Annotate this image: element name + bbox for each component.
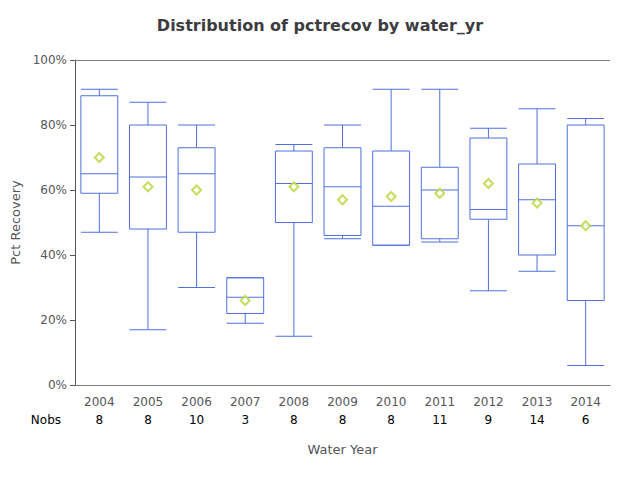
svg-text:2009: 2009 xyxy=(327,395,358,409)
svg-text:9: 9 xyxy=(485,413,493,427)
svg-text:6: 6 xyxy=(582,413,590,427)
svg-text:Pct Recovery: Pct Recovery xyxy=(8,180,23,265)
svg-text:8: 8 xyxy=(95,413,103,427)
svg-text:Nobs: Nobs xyxy=(31,413,61,427)
svg-text:2011: 2011 xyxy=(424,395,455,409)
svg-text:Water Year: Water Year xyxy=(307,442,378,457)
svg-text:10: 10 xyxy=(189,413,204,427)
svg-text:40%: 40% xyxy=(40,248,67,262)
svg-text:20%: 20% xyxy=(40,313,67,327)
svg-text:2008: 2008 xyxy=(279,395,310,409)
svg-text:2010: 2010 xyxy=(376,395,407,409)
svg-text:2005: 2005 xyxy=(133,395,164,409)
svg-text:2012: 2012 xyxy=(473,395,504,409)
svg-text:3: 3 xyxy=(241,413,249,427)
svg-text:2007: 2007 xyxy=(230,395,261,409)
svg-text:0%: 0% xyxy=(48,378,67,392)
svg-text:14: 14 xyxy=(529,413,544,427)
svg-text:100%: 100% xyxy=(33,53,67,67)
svg-text:8: 8 xyxy=(387,413,395,427)
svg-text:60%: 60% xyxy=(40,183,67,197)
svg-text:8: 8 xyxy=(144,413,152,427)
svg-text:Distribution of pctrecov by wa: Distribution of pctrecov by water_yr xyxy=(157,16,483,35)
svg-text:2004: 2004 xyxy=(84,395,115,409)
svg-text:2013: 2013 xyxy=(522,395,553,409)
svg-text:8: 8 xyxy=(339,413,347,427)
svg-text:80%: 80% xyxy=(40,118,67,132)
svg-text:11: 11 xyxy=(432,413,447,427)
svg-text:2014: 2014 xyxy=(570,395,601,409)
svg-text:2006: 2006 xyxy=(181,395,212,409)
svg-text:8: 8 xyxy=(290,413,298,427)
